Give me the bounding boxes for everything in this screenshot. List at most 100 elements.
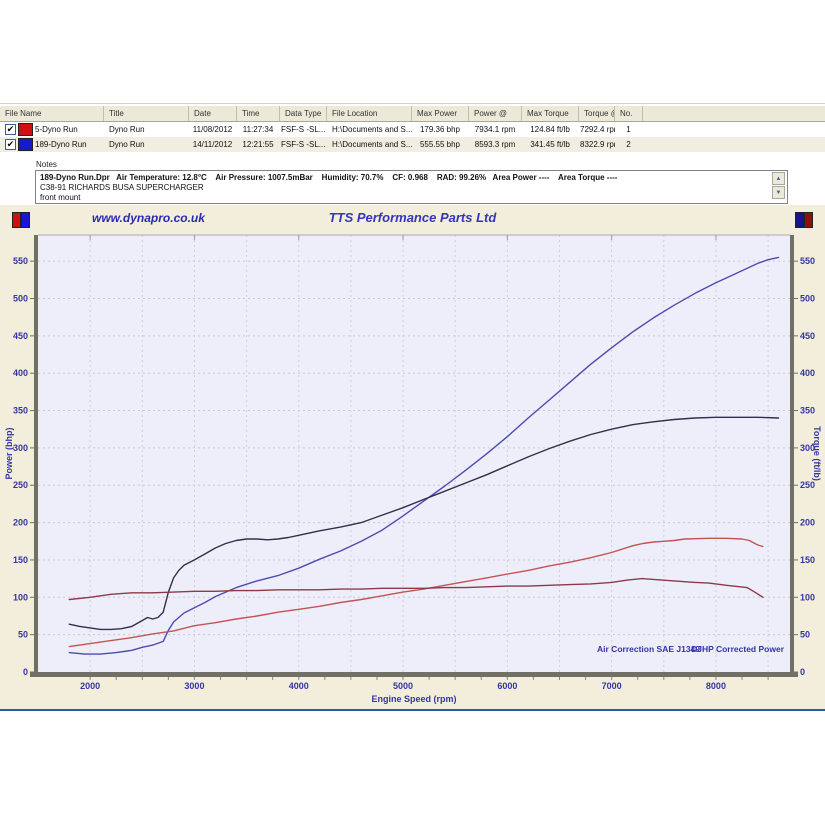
x-tick-label: 7000 [602,681,622,691]
y-tick-label-left: 250 [13,480,28,490]
scroll-up-icon[interactable]: ▲ [772,172,785,185]
bottom-axis-bar [30,672,798,677]
table-cell: 7934.1 rpm [474,125,516,134]
column-header-power-[interactable]: Power @ [469,106,522,121]
y-tick-label-right: 550 [800,256,815,266]
table-cell: 124.84 ft/lb [530,125,570,134]
y-tick-label-left: 100 [13,592,28,602]
table-cell: 8322.9 rpm [580,140,615,149]
left-axis-bar [34,235,38,677]
run-color-swatch [18,138,33,151]
dyno-chart: 0 0 50 50 100 100 150 150 200 200 250 250 300 300 350 3… [4,234,822,704]
column-header-file-name[interactable]: File Name [0,106,104,121]
y-axis-label-torque: Torque (ft/lb) [812,426,822,481]
y-tick-label-left: 0 [23,667,28,677]
x-tick-label: 3000 [184,681,204,691]
notes-line-description: C38-91 RICHARDS BUSA SUPERCHARGER [40,183,204,192]
table-cell: 11:27:34 [242,125,274,134]
column-header-data-type[interactable]: Data Type [280,106,327,121]
y-tick-label-left: 550 [13,256,28,266]
table-cell: 341.45 ft/lb [530,140,570,149]
run-legend-swatch [795,212,804,228]
column-header-filler [643,106,825,121]
table-row[interactable]: ✔ 5-Dyno Run Dyno Run 11/08/2012 11:27:34 FSF… [0,122,825,137]
run-file-name: 189-Dyno Run [35,140,87,149]
column-header-max-torque[interactable]: Max Torque [522,106,579,121]
run-legend-swatch [12,212,21,228]
notes-box[interactable]: 189-Dyno Run.Dpr Air Temperature: 12.8°C… [35,170,788,204]
notes-scrollbar: ▲ ▼ [772,172,786,199]
curve-189-dyno-run-torque-ft-lb- [68,416,780,631]
run-legend-swatch [804,212,813,228]
y-axis-label-power: Power (bhp) [4,428,14,480]
y-tick-label-right: 400 [800,368,815,378]
table-cell: 555.55 bhp [419,140,461,149]
legend-swatches-right [795,212,813,228]
table-cell: Dyno Run [109,140,145,149]
column-header-time[interactable]: Time [237,106,280,121]
column-header-max-power[interactable]: Max Power [412,106,469,121]
table-cell: FSF-S -SL... [281,125,326,134]
y-tick-label-right: 200 [800,518,815,528]
table-cell: 12:21:55 [242,140,274,149]
legend-swatches-left [12,212,30,228]
table-cell: ✔ 5-Dyno Run [0,123,104,136]
y-tick-label-left: 500 [13,293,28,303]
y-tick-label-right: 150 [800,555,815,565]
y-tick-label-right: 100 [800,592,815,602]
table-cell: FSF-S -SL... [281,140,326,149]
y-tick-label-right: 350 [800,406,815,416]
x-tick-label: 8000 [706,681,726,691]
file-table-rows: ✔ 5-Dyno Run Dyno Run 11/08/2012 11:27:34 FSF… [0,122,825,152]
table-cell: 179.36 bhp [419,125,461,134]
table-cell: 1 [626,125,631,134]
y-tick-label-left: 300 [13,443,28,453]
curve-189-dyno-run-power-bhp- [68,256,780,655]
plot-area [38,235,790,672]
table-row[interactable]: ✔ 189-Dyno Run Dyno Run 14/11/2012 12:21:55 F… [0,137,825,152]
curve-5-dyno-run-torque-ft-lb- [68,577,764,601]
table-cell: 8593.3 rpm [474,140,516,149]
y-tick-label-left: 150 [13,555,28,565]
run-file-name: 5-Dyno Run [35,125,78,134]
y-tick-label-right: 500 [800,293,815,303]
window-bottom-border [0,709,825,711]
notes-label: Notes [36,160,57,169]
chart-panel: TTS Performance Parts Ltd www.dynapro.co… [0,205,825,710]
run-color-swatch [18,123,33,136]
x-tick-label: 5000 [393,681,413,691]
column-header-title[interactable]: Title [104,106,189,121]
y-tick-label-right: 0 [800,667,805,677]
run-checkbox[interactable]: ✔ [5,124,16,135]
y-tick-label-left: 350 [13,406,28,416]
table-cell: 7292.4 rpm [580,125,615,134]
x-tick-label: 4000 [289,681,309,691]
y-tick-label-left: 400 [13,368,28,378]
air-correction-note: Air Correction SAE J1349 [597,644,700,654]
column-header-file-location[interactable]: File Location [327,106,412,121]
table-cell: H:\Documents and S... [332,140,412,149]
y-tick-label-right: 450 [800,331,815,341]
y-tick-label-right: 250 [800,480,815,490]
right-axis-bar [790,235,794,677]
table-top-divider [0,103,825,104]
table-cell: 11/08/2012 [192,125,233,134]
table-cell: ✔ 189-Dyno Run [0,138,104,151]
table-cell: 14/11/2012 [192,140,233,149]
website-link[interactable]: www.dynapro.co.uk [92,211,205,225]
column-header-torque-[interactable]: Torque @ [579,106,615,121]
y-tick-label-left: 50 [18,630,28,640]
scroll-down-icon[interactable]: ▼ [772,186,785,199]
table-cell: 2 [626,140,631,149]
table-cell: Dyno Run [109,125,145,134]
column-header-no-[interactable]: No. [615,106,643,121]
column-header-date[interactable]: Date [189,106,237,121]
curve-5-dyno-run-power-bhp- [68,537,764,648]
run-checkbox[interactable]: ✔ [5,139,16,150]
file-table-header: File Name Title Date Time Data Type File Loca… [0,105,825,122]
notes-line-run-info: 189-Dyno Run.Dpr Air Temperature: 12.8°C… [40,173,618,182]
table-cell: H:\Documents and S... [332,125,412,134]
x-axis-label: Engine Speed (rpm) [371,694,456,704]
y-tick-label-left: 200 [13,518,28,528]
